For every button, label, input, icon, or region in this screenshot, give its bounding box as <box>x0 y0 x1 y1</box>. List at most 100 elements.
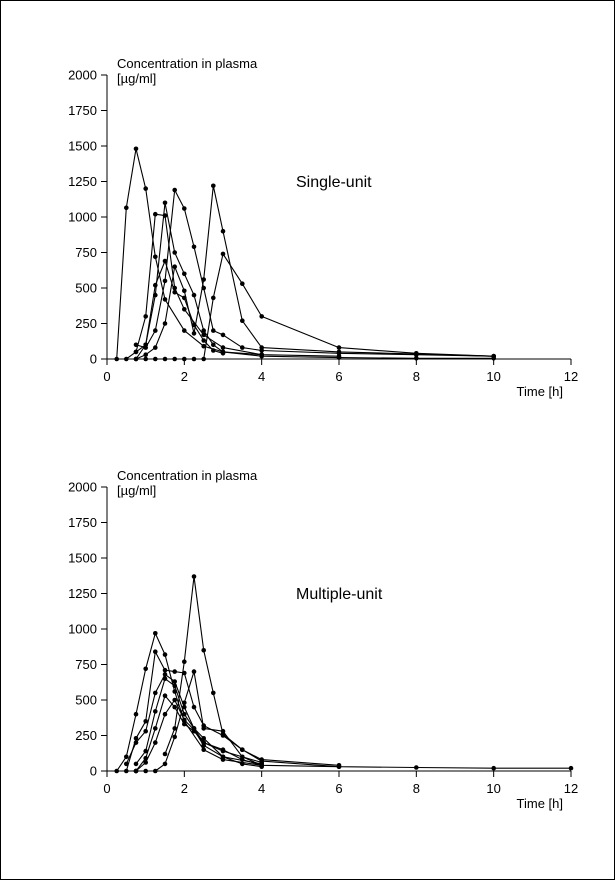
data-point <box>124 768 129 774</box>
data-point <box>162 761 168 767</box>
data-point <box>153 709 158 714</box>
data-point <box>133 761 139 767</box>
data-point <box>220 228 226 234</box>
data-point <box>162 278 168 284</box>
data-point <box>153 768 158 774</box>
data-point <box>259 314 265 319</box>
data-point <box>201 747 206 752</box>
y-tick-label: 1750 <box>68 103 97 118</box>
x-axis-title: Time [h] <box>517 384 563 399</box>
y-tick-label: 1500 <box>68 139 97 154</box>
x-tick-label: 10 <box>486 781 500 796</box>
data-point <box>491 765 497 771</box>
data-point <box>172 726 177 731</box>
x-tick-label: 8 <box>413 369 420 384</box>
data-point <box>336 764 342 769</box>
data-point <box>172 187 177 193</box>
data-point <box>259 758 265 764</box>
series-line-3 <box>135 202 262 360</box>
series-line-2 <box>125 651 340 772</box>
x-tick-label: 0 <box>103 781 110 796</box>
data-point <box>240 345 245 350</box>
x-tick-label: 8 <box>413 781 420 796</box>
data-point <box>133 342 139 348</box>
data-point <box>201 736 206 741</box>
data-point <box>201 343 206 349</box>
series-line-2 <box>125 213 340 360</box>
data-point <box>211 183 216 189</box>
data-point <box>162 693 168 698</box>
data-point <box>153 282 158 288</box>
y-tick-label: 750 <box>75 657 97 672</box>
y-tick-label: 500 <box>75 693 97 708</box>
data-point <box>240 747 245 752</box>
x-tick-label: 12 <box>564 781 578 796</box>
data-point <box>133 711 139 717</box>
series-line-8 <box>164 575 571 769</box>
data-point <box>201 356 206 362</box>
data-point <box>259 763 265 768</box>
data-point <box>172 679 177 684</box>
data-point <box>162 258 168 264</box>
data-point <box>162 297 168 302</box>
data-point <box>182 206 187 211</box>
y-tick-label: 0 <box>90 352 97 367</box>
data-point <box>191 669 197 674</box>
x-tick-label: 4 <box>258 781 265 796</box>
data-point <box>162 321 168 326</box>
data-point <box>153 649 158 654</box>
data-point <box>172 683 177 689</box>
data-point <box>182 721 187 727</box>
data-point <box>143 719 148 724</box>
data-point <box>143 760 148 765</box>
data-point <box>114 356 119 362</box>
y-axis-unit: [µg/ml] <box>117 483 156 498</box>
data-point <box>133 768 139 774</box>
data-point <box>124 754 129 760</box>
data-point <box>201 726 206 731</box>
data-point <box>162 652 168 657</box>
data-point <box>133 356 139 362</box>
y-tick-label: 250 <box>75 728 97 743</box>
data-point <box>201 743 206 748</box>
y-tick-label: 500 <box>75 281 97 296</box>
series-line-4 <box>135 260 224 354</box>
data-point <box>114 768 119 774</box>
series-line-6 <box>135 185 494 360</box>
y-tick-label: 2000 <box>68 68 97 83</box>
data-point <box>191 727 197 733</box>
y-tick-label: 1000 <box>68 622 97 637</box>
data-point <box>191 292 197 298</box>
data-point <box>124 356 129 362</box>
data-point <box>182 356 187 362</box>
y-axis-title: Concentration in plasma <box>117 56 258 71</box>
data-point <box>182 271 187 277</box>
data-point <box>211 295 216 301</box>
data-point <box>414 356 419 361</box>
data-point <box>220 754 226 760</box>
data-point <box>143 352 148 358</box>
data-point <box>172 697 177 703</box>
data-point <box>211 690 216 696</box>
data-point <box>143 768 148 774</box>
data-point <box>153 211 158 217</box>
data-point <box>153 690 158 696</box>
data-point <box>568 765 574 771</box>
y-tick-label: 250 <box>75 316 97 331</box>
data-point <box>182 328 187 333</box>
y-axis-title: Concentration in plasma <box>117 468 258 483</box>
data-point <box>182 659 187 664</box>
data-point <box>182 717 187 723</box>
data-point <box>124 761 129 767</box>
data-point <box>182 307 187 312</box>
x-tick-label: 12 <box>564 369 578 384</box>
series-line-7 <box>145 253 494 360</box>
data-point <box>220 351 226 356</box>
data-point <box>220 731 226 737</box>
data-point <box>133 349 139 355</box>
chart-title: Single-unit <box>296 174 372 191</box>
y-tick-label: 2000 <box>68 480 97 495</box>
data-point <box>191 704 197 710</box>
